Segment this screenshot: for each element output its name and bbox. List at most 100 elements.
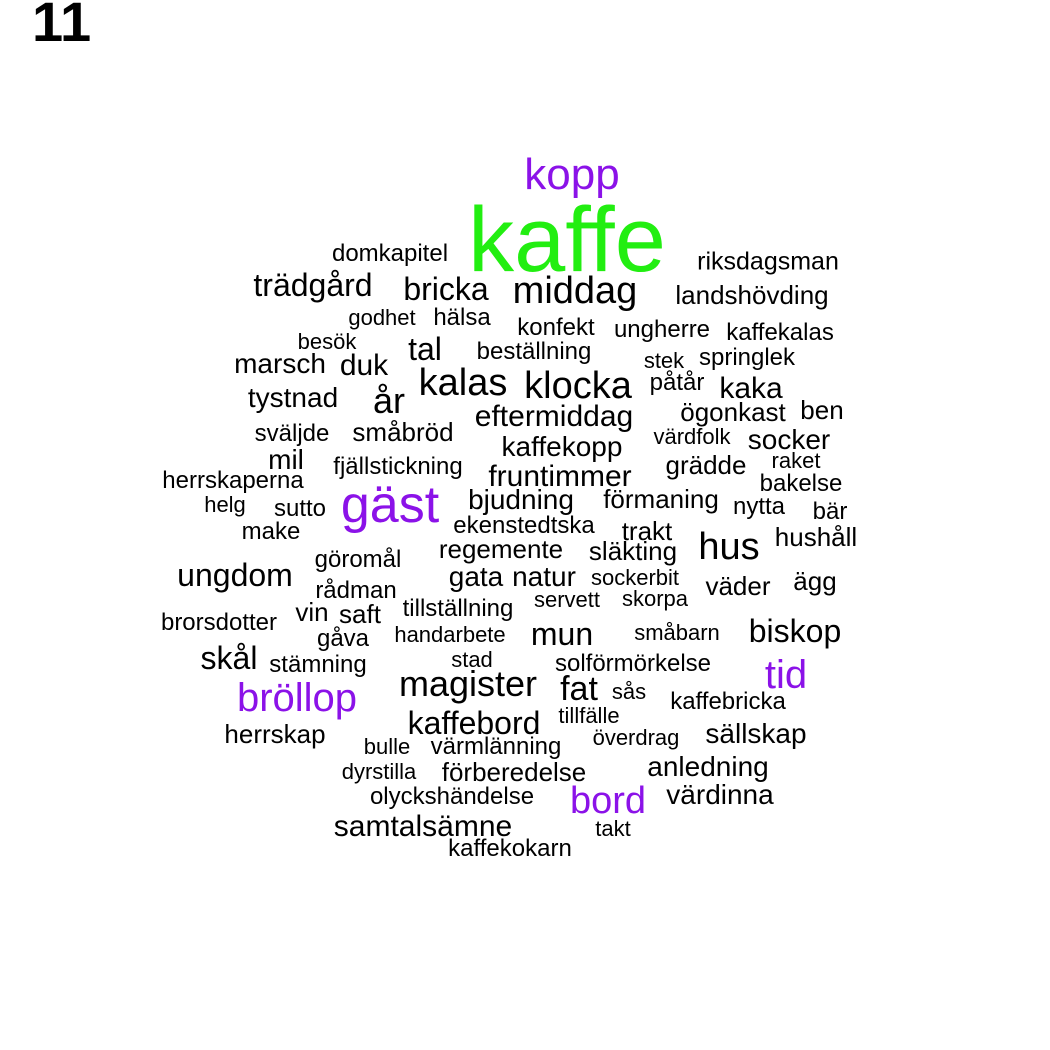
word-tystnad: tystnad	[247, 382, 339, 413]
word-kaffekalas: kaffekalas	[726, 319, 834, 346]
word-servett: servett	[533, 587, 601, 612]
word-goromal: göromål	[314, 546, 402, 573]
word-olyckshandelse: olyckshändelse	[369, 783, 535, 810]
word-slakting: släkting	[588, 536, 678, 566]
word-duk: duk	[339, 349, 389, 382]
word-forberedelse: förberedelse	[441, 757, 587, 787]
word-fruntimmer: fruntimmer	[488, 460, 632, 493]
word-bulle: bulle	[363, 734, 411, 759]
word-raket: raket	[771, 448, 821, 473]
word-eftermiddag: eftermiddag	[474, 400, 634, 433]
word-kaffe: kaffe	[468, 189, 666, 291]
word-ungdom: ungdom	[177, 557, 293, 593]
word-socker: socker	[747, 424, 831, 455]
word-hus: hus	[698, 526, 760, 568]
word-kopp: kopp	[524, 150, 620, 199]
word-ungherre: ungherre	[613, 316, 711, 343]
word-formaning: förmaning	[603, 484, 719, 514]
word-skal: skål	[200, 640, 258, 676]
word-radman: rådman	[315, 577, 397, 604]
word-tillfalle: tillfälle	[558, 703, 620, 728]
word-kaffebord: kaffebord	[407, 705, 541, 741]
word-ben: ben	[800, 395, 844, 425]
word-kaka: kaka	[719, 372, 783, 405]
word-mun: mun	[530, 616, 594, 652]
word-fjallstickning: fjällstickning	[333, 453, 463, 480]
word-tradgard: trädgård	[253, 267, 373, 303]
word-herrskap: herrskap	[224, 719, 326, 749]
word-overdrag: överdrag	[592, 725, 680, 750]
word-middag: middag	[512, 270, 638, 312]
word-smabrod: småbröd	[352, 417, 454, 447]
word-make: make	[241, 518, 301, 545]
word-kaffebricka: kaffebricka	[670, 688, 786, 715]
word-vin: vin	[295, 597, 329, 627]
word-domkapitel: domkapitel	[331, 240, 449, 267]
word-vardinna: värdinna	[666, 779, 774, 810]
word-takt: takt	[595, 816, 631, 841]
word-mil: mil	[268, 444, 304, 475]
word-gava: gåva	[316, 625, 370, 652]
word-samtalsamne: samtalsämne	[333, 810, 513, 843]
word-sockerbit: sockerbit	[590, 565, 680, 590]
word-bar: bär	[812, 498, 848, 525]
word-ekenstedtska: ekenstedtska	[453, 512, 595, 539]
word-brorsdotter: brorsdotter	[160, 609, 278, 636]
word-dyrstilla: dyrstilla	[341, 759, 417, 784]
word-stek: stek	[643, 348, 685, 373]
word-riksdagsman: riksdagsman	[697, 247, 839, 276]
word-tillstallning: tillställning	[402, 595, 514, 622]
word-konfekt: konfekt	[517, 314, 595, 341]
word-landshovding: landshövding	[675, 280, 829, 310]
word-ar: år	[372, 380, 406, 421]
word-patar: påtår	[649, 369, 705, 396]
word-natur: natur	[512, 561, 576, 592]
word-kalas: kalas	[418, 362, 508, 404]
word-bestallning: beställning	[476, 338, 592, 365]
word-solformorkelse: solförmörkelse	[554, 650, 712, 677]
word-handarbete: handarbete	[394, 622, 506, 647]
word-trakt: trakt	[621, 516, 673, 546]
word-klocka: klocka	[524, 365, 632, 407]
word-varmlanning: värmlänning	[430, 733, 562, 760]
word-tid: tid	[764, 653, 808, 697]
word-bakelse: bakelse	[759, 470, 843, 497]
word-herrskaperna: herrskaperna	[162, 467, 304, 494]
word-godhet: godhet	[348, 305, 416, 330]
word-gradde: grädde	[665, 450, 747, 480]
word-fat: fat	[560, 670, 598, 708]
word-sutto: sutto	[273, 495, 327, 522]
word-hushall: hushåll	[774, 522, 858, 552]
word-nytta: nytta	[732, 493, 786, 520]
word-springlek: springlek	[698, 344, 796, 371]
word-vardfolk: värdfolk	[653, 424, 731, 449]
word-tal: tal	[408, 331, 442, 367]
word-sallskap: sällskap	[705, 718, 807, 749]
word-bricka: bricka	[403, 271, 489, 307]
panel-number: 11	[32, 0, 92, 53]
word-ogonkast: ögonkast	[680, 397, 786, 427]
word-brollop: bröllop	[236, 676, 358, 720]
word-anledning: anledning	[647, 751, 769, 782]
word-smabarn: småbarn	[634, 620, 720, 645]
word-regemente: regemente	[438, 534, 564, 564]
word-sas: sås	[611, 679, 647, 704]
word-halsa: hälsa	[433, 304, 491, 331]
word-marsch: marsch	[234, 348, 326, 379]
word-stamning: stämning	[269, 651, 367, 678]
word-kaffekokarn: kaffekokarn	[448, 835, 572, 862]
word-besok: besök	[297, 329, 357, 354]
word-biskop: biskop	[748, 613, 842, 649]
word-helg: helg	[204, 492, 246, 517]
word-saft: saft	[339, 599, 381, 629]
word-magister: magister	[398, 663, 538, 704]
word-bord: bord	[569, 780, 647, 822]
word-vader: väder	[705, 571, 771, 601]
word-skorpa: skorpa	[621, 586, 689, 611]
word-svaljde: sväljde	[254, 420, 330, 447]
word-kaffekopp: kaffekopp	[501, 431, 623, 462]
word-stad: stad	[451, 647, 493, 672]
word-bjudning: bjudning	[468, 484, 574, 515]
word-agg: ägg	[793, 566, 837, 596]
